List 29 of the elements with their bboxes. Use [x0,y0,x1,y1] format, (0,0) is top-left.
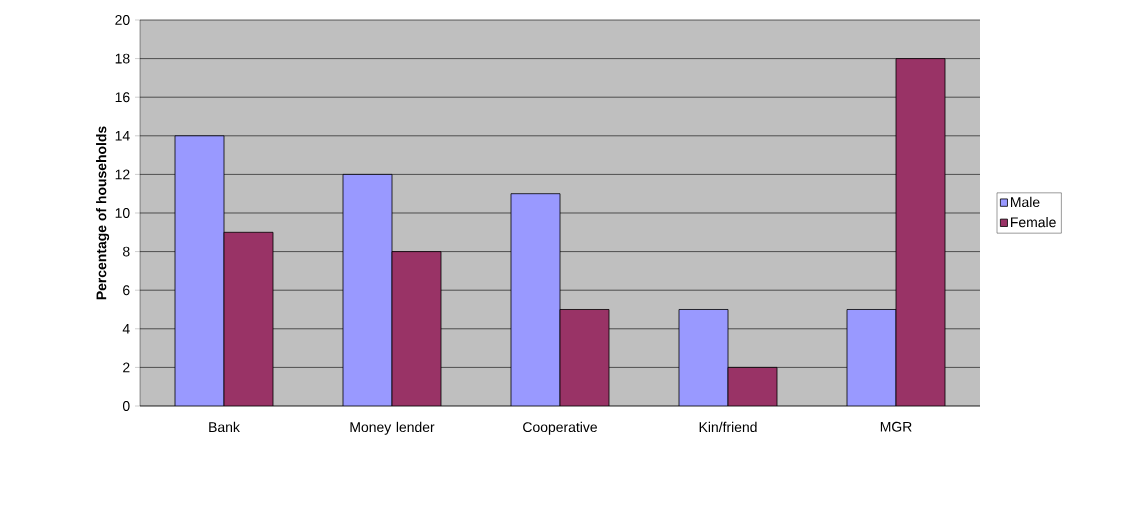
y-tick-label: 6 [123,285,130,296]
bar [510,193,561,406]
x-tick-label: Kin/friend [699,421,757,433]
y-tick-label: 18 [115,53,130,64]
y-tick-label: 8 [123,246,130,257]
y-axis-title: Percentage of households [96,126,110,300]
y-tick-label: 0 [122,401,130,411]
y-tick-label: 10 [115,208,130,218]
bar [223,231,274,406]
x-tick-label: MGR [880,421,912,432]
x-tick-label: Money lender [350,421,435,435]
legend-label: Male [1011,196,1040,208]
bar [174,135,225,406]
y-tick-label: 14 [115,131,130,141]
bar [727,367,778,406]
y-tick-label: 2 [123,362,130,373]
bar [846,309,897,406]
bar [678,309,729,406]
x-tick-label: Cooperative [523,421,597,435]
y-tick-label: 20 [115,15,130,25]
bar [342,174,393,406]
y-tick-label: 12 [115,169,130,180]
bar [391,251,442,406]
x-tick-label: Bank [209,421,240,433]
bar [895,58,946,406]
bar [559,309,610,406]
y-tick-label: 16 [115,92,130,103]
y-tick-label: 4 [122,324,130,334]
legend-label: Female [1011,216,1056,228]
